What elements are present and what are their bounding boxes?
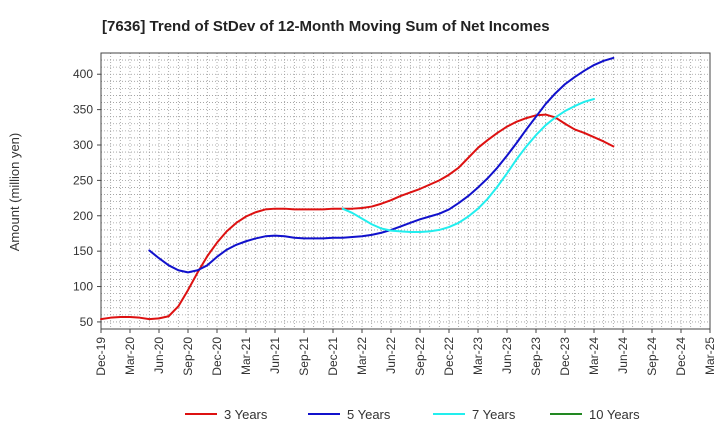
y-axis-label: Amount (million yen) <box>7 133 22 252</box>
x-tick-label: Dec-23 <box>558 337 572 376</box>
y-tick-label: 400 <box>73 67 93 81</box>
x-tick-label: Sep-20 <box>181 337 195 376</box>
y-tick-label: 100 <box>73 280 93 294</box>
chart-title: [7636] Trend of StDev of 12-Month Moving… <box>102 18 550 35</box>
y-tick-label: 150 <box>73 244 93 258</box>
x-tick-label: Dec-22 <box>442 337 456 376</box>
plot-frame <box>100 52 711 330</box>
x-tick-label: Sep-24 <box>645 337 659 376</box>
x-tick-label: Sep-22 <box>413 337 427 376</box>
series-line-3-years <box>100 113 615 321</box>
legend-label: 3 Years <box>224 407 268 422</box>
x-tick-label: Jun-23 <box>500 337 514 374</box>
x-tick-label: Mar-21 <box>239 337 253 375</box>
x-tick-label: Jun-24 <box>616 337 630 374</box>
x-tick-label: Mar-23 <box>471 337 485 375</box>
plot-background <box>101 53 710 329</box>
x-tick-label: Jun-21 <box>268 337 282 374</box>
series-line-7-years <box>341 98 595 234</box>
legend-label: 5 Years <box>347 407 391 422</box>
x-tick-label: Mar-25 <box>703 337 717 375</box>
x-tick-label: Sep-21 <box>297 337 311 376</box>
x-tick-label: Dec-19 <box>94 337 108 376</box>
y-tick-label: 50 <box>80 315 94 329</box>
legend: 3 Years 5 Years 7 Years 10 Years <box>185 407 640 422</box>
x-tick-label: Dec-21 <box>326 337 340 376</box>
x-tick-label: Mar-24 <box>587 337 601 375</box>
x-tick-label: Sep-23 <box>529 337 543 376</box>
y-tick-label: 200 <box>73 209 93 223</box>
x-tick-label: Dec-24 <box>674 337 688 376</box>
x-tick-label: Mar-22 <box>355 337 369 375</box>
x-tick-label: Dec-20 <box>210 337 224 376</box>
x-tick-label: Mar-20 <box>123 337 137 375</box>
y-tick-label: 350 <box>73 103 93 117</box>
y-tick-label: 250 <box>73 173 93 187</box>
x-tick-label: Jun-20 <box>152 337 166 374</box>
plot-area: 50 100 150 200 250 300 350 400 Dec-19 Mar-20 Jun-2… <box>73 52 717 376</box>
series-line-5-years <box>148 56 615 274</box>
legend-label: 10 Years <box>589 407 640 422</box>
legend-label: 7 Years <box>472 407 516 422</box>
y-tick-label: 300 <box>73 138 93 152</box>
x-tick-label: Jun-22 <box>384 337 398 374</box>
